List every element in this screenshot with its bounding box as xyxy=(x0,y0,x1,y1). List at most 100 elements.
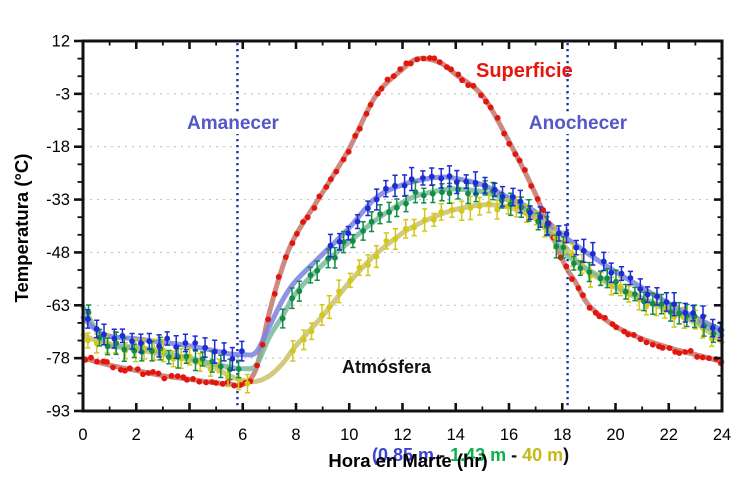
dot-superficie xyxy=(265,316,272,323)
dot-atm-0-85m xyxy=(608,269,615,276)
dot-atm-1-43m xyxy=(613,278,619,285)
dot-atm-0-85m xyxy=(482,182,488,189)
dot-superficie xyxy=(219,381,226,387)
dot-atm-1-43m xyxy=(571,260,577,267)
dot-atm-0-85m xyxy=(229,355,236,362)
x-tick-label: 24 xyxy=(713,426,731,444)
dot-superficie xyxy=(150,369,156,375)
y-tick-label: -63 xyxy=(46,297,70,315)
dot-atm-1-43m xyxy=(235,366,242,372)
dot-superficie xyxy=(316,193,323,200)
dot-superficie xyxy=(420,55,427,62)
dot-superficie xyxy=(586,304,593,311)
legend-items: (0.85 m - 1.43 m - 40 m) xyxy=(342,422,569,481)
dot-atm-0-85m xyxy=(202,344,209,351)
dot-atm-0-85m xyxy=(192,340,199,346)
dot-atm-0-85m xyxy=(173,344,180,350)
dot-atm-0-85m xyxy=(517,198,524,205)
dot-superficie xyxy=(694,354,700,360)
dot-superficie xyxy=(569,276,575,282)
dot-superficie xyxy=(575,285,582,291)
dot-atm-40m xyxy=(383,238,390,244)
dot-atm-40m xyxy=(421,217,428,223)
dot-superficie xyxy=(140,371,146,378)
dot-atm-0-85m xyxy=(537,214,544,221)
y-tick-label: -18 xyxy=(46,138,70,156)
legend-item-085m: 0.85 m xyxy=(378,445,435,465)
dot-atm-0-85m xyxy=(383,185,389,192)
dot-superficie xyxy=(534,196,541,202)
x-tick-label: 20 xyxy=(606,426,624,444)
dot-atm-40m xyxy=(373,253,380,260)
x-tick-label: 22 xyxy=(660,426,678,444)
dot-atm-0-85m xyxy=(600,258,607,265)
dot-superficie xyxy=(602,314,608,321)
dot-atm-0-85m xyxy=(472,179,479,186)
dusk-annotation-label: Anochecer xyxy=(525,113,631,134)
dot-superficie xyxy=(687,348,694,354)
dot-superficie xyxy=(104,359,110,365)
dot-atm-0-85m xyxy=(164,335,171,342)
dot-superficie xyxy=(174,373,181,379)
dot-superficie xyxy=(516,157,523,164)
legend: Atmósfera (0.85 m - 1.43 m - 40 m) xyxy=(342,312,569,481)
dot-atm-0-85m xyxy=(373,196,380,203)
dot-superficie xyxy=(271,291,278,297)
dot-superficie xyxy=(563,263,570,270)
dot-atm-1-43m xyxy=(553,243,560,250)
legend-separator: - xyxy=(434,445,451,465)
dot-superficie xyxy=(94,358,100,365)
dot-atm-0-85m xyxy=(618,270,625,277)
dot-atm-1-43m xyxy=(586,269,593,275)
dot-superficie xyxy=(282,254,289,260)
dot-superficie xyxy=(580,292,586,299)
dot-superficie xyxy=(414,56,420,63)
dot-atm-1-43m xyxy=(96,334,103,341)
dot-superficie xyxy=(88,354,94,361)
dot-superficie xyxy=(436,59,443,65)
dot-atm-40m xyxy=(494,206,501,213)
dot-atm-1-43m xyxy=(577,265,584,272)
y-tick-label: -78 xyxy=(46,350,70,368)
dot-superficie xyxy=(294,230,300,237)
dot-atm-0-85m xyxy=(365,205,371,212)
dot-superficie xyxy=(487,104,494,111)
dot-atm-0-85m xyxy=(446,173,453,180)
dot-superficie xyxy=(363,110,370,117)
dot-superficie xyxy=(134,366,141,372)
dot-atm-0-85m xyxy=(654,293,660,300)
dot-superficie xyxy=(625,331,631,338)
dot-superficie xyxy=(494,115,501,121)
dot-superficie xyxy=(397,66,404,72)
dot-superficie xyxy=(501,130,507,137)
dot-superficie xyxy=(145,370,152,376)
dot-atm-1-43m xyxy=(386,209,392,216)
dot-atm-0-85m xyxy=(510,194,516,200)
dot-atm-0-85m xyxy=(221,349,227,355)
dot-superficie xyxy=(407,60,414,67)
dot-atm-0-85m xyxy=(637,286,644,292)
dot-atm-1-43m xyxy=(649,300,656,307)
dot-atm-0-85m xyxy=(93,326,100,332)
dot-atm-0-85m xyxy=(627,275,634,281)
dot-atm-0-85m xyxy=(345,230,352,237)
dot-atm-1-43m xyxy=(289,295,295,302)
dot-atm-40m xyxy=(486,200,492,207)
dot-atm-0-85m xyxy=(420,175,426,181)
dot-atm-0-85m xyxy=(644,291,651,298)
dot-superficie xyxy=(275,274,282,280)
dot-atm-0-85m xyxy=(401,182,408,189)
dot-superficie xyxy=(470,82,477,89)
dot-superficie xyxy=(122,367,128,374)
dot-superficie xyxy=(323,184,330,190)
dot-atm-0-85m xyxy=(690,310,696,317)
dot-superficie xyxy=(374,90,381,97)
dot-superficie xyxy=(155,370,162,377)
dot-superficie xyxy=(426,55,433,61)
x-tick-label: 12 xyxy=(393,426,411,444)
dot-atm-1-43m xyxy=(332,254,338,261)
dot-superficie xyxy=(300,219,306,225)
dot-atm-1-43m xyxy=(393,204,400,211)
dot-atm-0-85m xyxy=(84,316,91,322)
dot-atm-1-43m xyxy=(307,272,314,278)
